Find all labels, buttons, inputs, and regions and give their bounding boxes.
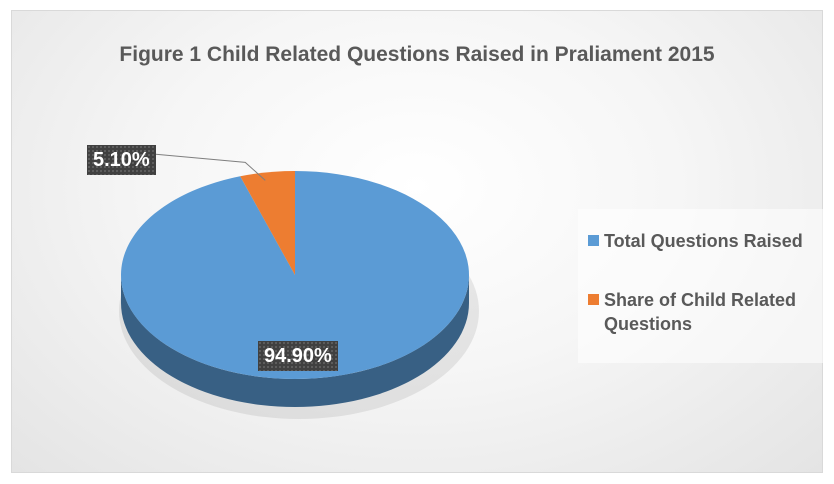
legend-item-total-questions: Total Questions Raised — [588, 229, 814, 253]
legend-item-child-questions: Share of Child Related Questions — [588, 288, 814, 336]
legend-label-total-questions: Total Questions Raised — [604, 231, 803, 251]
pie-slice-total-questions — [121, 171, 470, 379]
pie-slice-child-questions — [240, 171, 295, 275]
chart-title: Figure 1 Child Related Questions Raised … — [119, 43, 715, 66]
legend-label-child-questions: Share of Child Related Questions — [604, 290, 797, 334]
pie-chart — [119, 152, 479, 419]
legend: Total Questions Raised Share of Child Re… — [578, 209, 823, 363]
legend-swatch-child-questions — [588, 294, 599, 305]
legend-swatch-total-questions — [588, 235, 599, 246]
data-label-total-questions: 94.90% — [258, 341, 338, 371]
pie-side-wall — [121, 275, 469, 407]
chart-area: Figure 1 Child Related Questions Raised … — [11, 10, 823, 473]
leader-line — [141, 152, 266, 181]
data-label-child-questions: 5.10% — [87, 145, 156, 175]
